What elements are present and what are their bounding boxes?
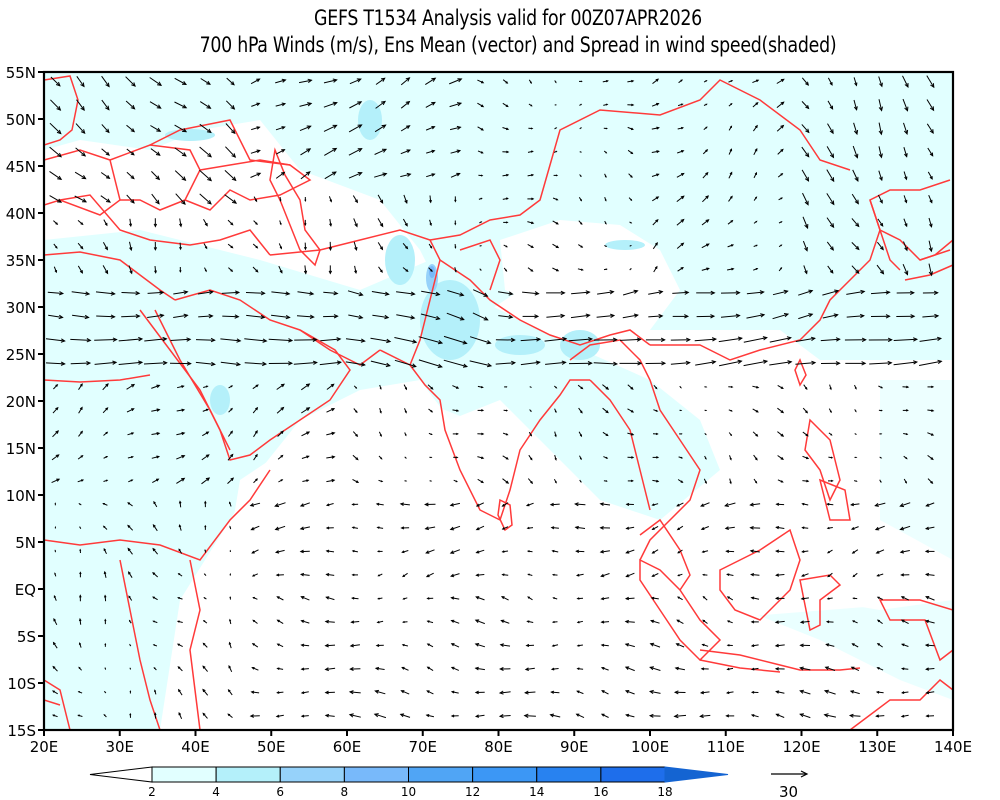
- y-tick-label: 25N: [6, 346, 36, 364]
- colorbar-label: 4: [212, 785, 220, 799]
- y-tick-label: 55N: [6, 64, 36, 82]
- y-tick-label: 5N: [15, 534, 36, 552]
- colorbar-label: 12: [465, 785, 480, 799]
- y-tick-label: 35N: [6, 252, 36, 270]
- y-tick-label: 10S: [7, 675, 36, 693]
- wind-vectors: [45, 75, 943, 719]
- y-tick-label: 50N: [6, 111, 36, 129]
- reference-vector: 30: [771, 770, 809, 800]
- spread-shading: [44, 72, 953, 730]
- colorbar-label: 6: [276, 785, 284, 799]
- colorbar-label: 18: [657, 785, 672, 799]
- y-tick-label: 10N: [6, 487, 36, 505]
- y-tick-label: 15N: [6, 440, 36, 458]
- x-tick-label: 70E: [408, 738, 437, 756]
- coastlines: [44, 75, 953, 730]
- x-axis: 20E 30E 40E 50E 60E 70E 80E 90E 100E 110E 120E 130E…: [30, 730, 972, 756]
- y-tick-label: 20N: [6, 393, 36, 411]
- x-tick-label: 100E: [631, 738, 669, 756]
- y-tick-label: 40N: [6, 205, 36, 223]
- colorbar: 2 4 6 8 10 12 14 16 18: [89, 766, 729, 799]
- colorbar-label: 14: [529, 785, 544, 799]
- colorbar-label: 8: [341, 785, 349, 799]
- reference-vector-label: 30: [779, 783, 798, 800]
- x-tick-label: 140E: [934, 738, 972, 756]
- colorbar-label: 16: [593, 785, 608, 799]
- x-tick-label: 130E: [858, 738, 896, 756]
- y-tick-label: 30N: [6, 299, 36, 317]
- x-tick-label: 20E: [30, 738, 59, 756]
- colorbar-label: 2: [148, 785, 156, 799]
- colorbar-label: 10: [401, 785, 416, 799]
- x-tick-label: 90E: [560, 738, 589, 756]
- x-tick-label: 110E: [707, 738, 745, 756]
- y-tick-label: 5S: [17, 628, 36, 646]
- x-tick-label: 60E: [333, 738, 362, 756]
- y-tick-label: 45N: [6, 158, 36, 176]
- x-tick-label: 40E: [181, 738, 210, 756]
- y-tick-label: EQ: [15, 581, 36, 599]
- chart-title-line-1: GEFS T1534 Analysis valid for 00Z07APR20…: [314, 6, 702, 30]
- x-tick-label: 120E: [782, 738, 820, 756]
- x-tick-label: 50E: [257, 738, 286, 756]
- x-tick-label: 30E: [105, 738, 134, 756]
- x-tick-label: 80E: [484, 738, 513, 756]
- chart-title-line-2: 700 hPa Winds (m/s), Ens Mean (vector) a…: [199, 33, 837, 57]
- y-axis: 55N 50N 45N 40N 35N 30N 25N 20N 15N 10N 5N EQ 5S 10S 1…: [6, 64, 44, 740]
- y-tick-label: 15S: [7, 722, 36, 740]
